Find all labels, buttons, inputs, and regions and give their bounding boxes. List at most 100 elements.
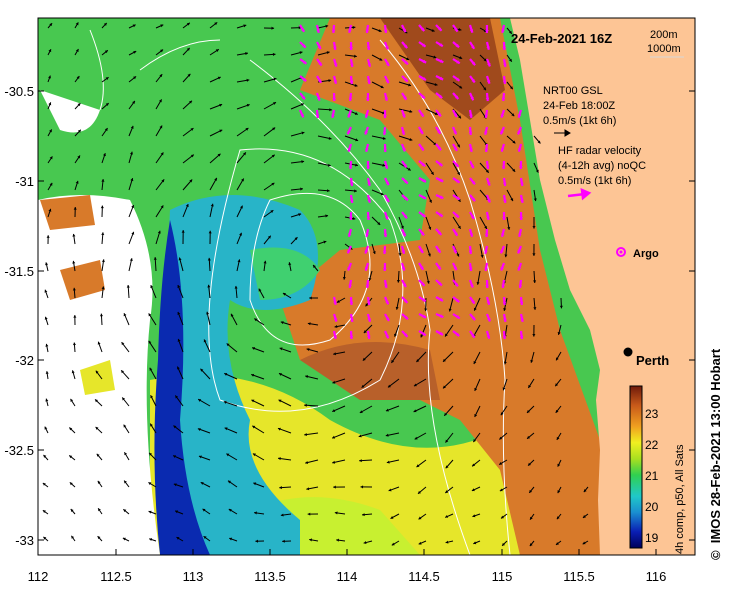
current-vector-head [517,130,521,135]
sst-speck-1 [80,360,115,395]
current-vector-head [336,299,340,303]
current-vector-head [486,335,491,339]
current-vector-head [420,147,424,151]
current-vector-head [75,22,79,26]
current-vector-head [419,249,424,253]
current-vector-head [439,178,444,182]
current-vector-head [401,250,406,254]
current-vector-head [504,254,508,258]
current-vector-head [499,436,503,440]
current-vector-head [304,403,307,407]
lat-tick-label: -32 [15,353,34,368]
current-vector-head [349,182,354,186]
current-vector-head [473,541,477,545]
current-vector-head [347,114,352,118]
current-vector-head [223,400,227,404]
current-vector-head [333,63,338,67]
current-vector-head [301,28,305,32]
current-vector-head [367,182,371,186]
current-vector-head [454,232,458,236]
current-vector-head [73,207,77,210]
lon-tick-label: 113 [183,569,204,584]
current-vector-head [305,460,309,464]
current-vector-head [101,179,105,182]
current-vector-head [364,114,369,118]
current-vector-head [72,233,76,237]
current-vector-head [326,189,330,193]
colorbar-tick: 20 [645,500,659,514]
current-vector-head [501,515,505,519]
current-vector-head [556,436,560,440]
current-vector-head [210,203,214,207]
current-vector-head [175,510,179,514]
current-vector-head [160,152,164,156]
current-vector-head [243,152,246,156]
current-vector-head [253,482,257,486]
current-vector-head [48,102,52,106]
current-vector-head [177,338,181,342]
current-vector-head [499,488,503,492]
current-vector-head [485,165,490,169]
current-vector-head [457,144,460,148]
current-vector-head [438,282,442,286]
current-vector-head [396,279,400,283]
current-vector-head [299,51,303,55]
current-vector-head [471,316,476,321]
hf-scale-arrow [567,187,592,201]
sst-brown-tongue [300,342,440,400]
current-vector-head [383,148,387,152]
current-vector-head [439,76,444,80]
current-vector-head [453,147,458,151]
current-vector-head [365,284,370,288]
current-vector-head [485,29,489,33]
current-vector-head [508,30,512,34]
current-vector-head [500,114,505,118]
current-vector-head [487,317,491,322]
current-vector-head [150,423,153,427]
current-vector-head [532,253,536,256]
current-vector-head [517,148,522,152]
current-vector-head [480,254,484,258]
cloud-gap-north [40,90,100,133]
current-vector-head [121,342,125,346]
current-vector-head [472,463,476,467]
current-vector-head [382,163,386,167]
current-vector-head [398,253,402,256]
current-vector-head [476,281,480,285]
lon-tick-label: 114 [337,569,358,584]
current-vector-head [380,192,384,196]
current-vector-head [197,428,201,431]
current-vector-head [437,130,441,134]
current-vector-head [391,542,395,546]
current-vector-head [365,233,369,237]
current-vector-head [456,60,460,64]
current-vector-head [404,78,408,82]
current-vector-head [349,301,354,305]
perth-label: Perth [636,353,669,368]
current-vector-head [512,168,516,172]
current-vector-head [44,316,48,320]
current-vector-head [387,384,391,388]
current-vector-head [402,148,406,152]
current-vector-head [288,262,292,266]
current-vector-head [214,177,217,181]
current-vector-head [150,395,154,399]
current-vector-head [555,383,559,387]
current-vector-head [237,259,241,263]
current-vector-head [316,29,320,33]
current-vector-head [42,510,46,514]
current-vector-head [149,538,153,542]
current-vector-head [559,305,563,309]
current-vector-head [350,63,354,67]
current-vector-head [444,412,448,416]
current-vector-head [453,249,457,254]
current-vector-head [355,138,359,142]
current-vector-head [438,162,443,166]
current-vector-head [422,178,426,183]
current-vector-head [49,23,53,27]
current-vector-head [130,178,134,182]
current-vector-head [71,370,75,374]
current-vector-head [458,28,462,32]
current-vector-head [401,114,406,118]
current-vector-head [71,535,75,539]
